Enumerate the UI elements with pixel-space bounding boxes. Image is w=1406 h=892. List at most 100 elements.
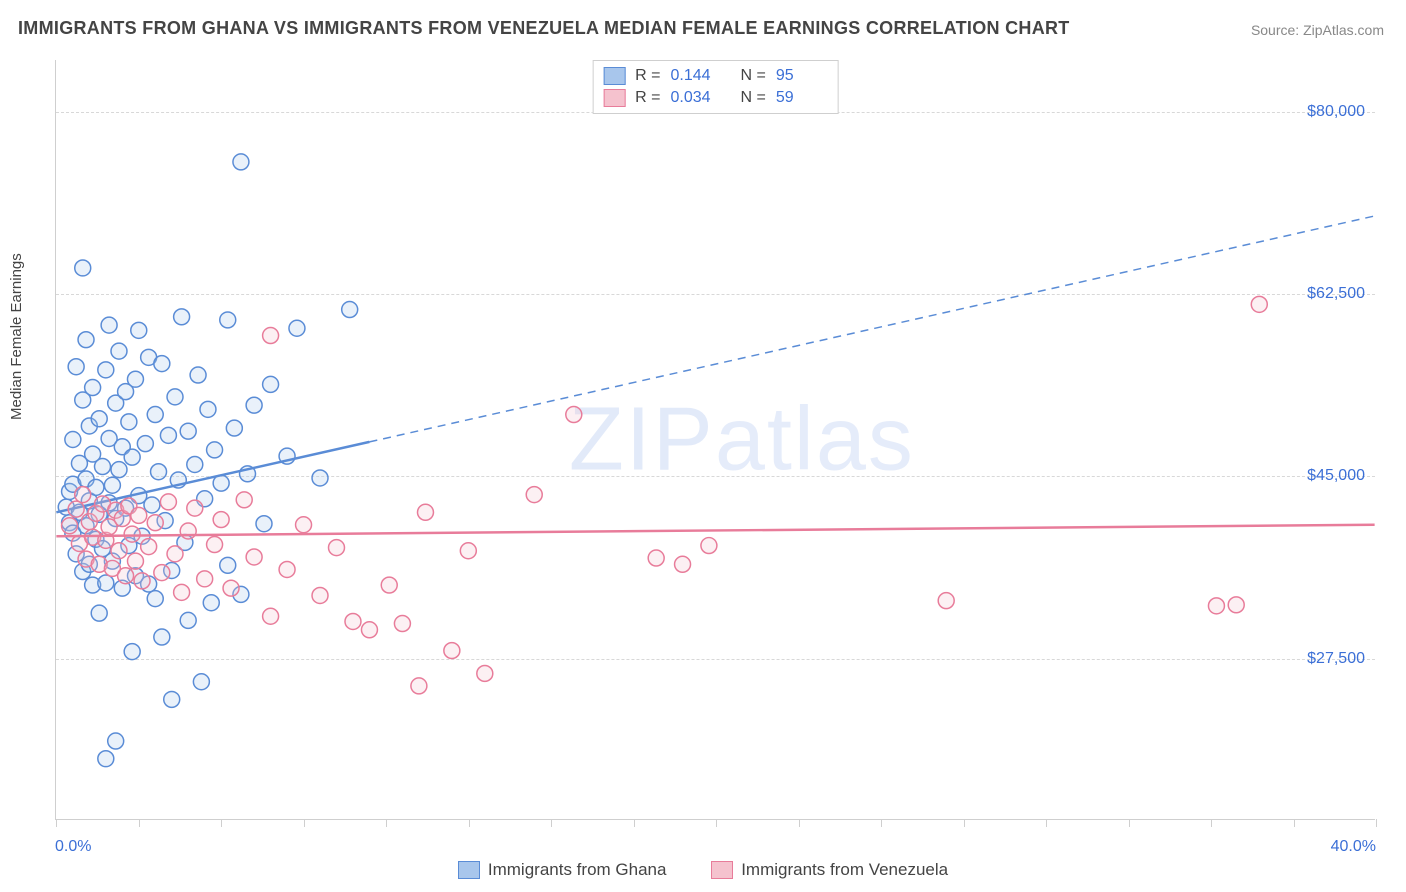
legend-label: Immigrants from Ghana [488, 860, 667, 880]
data-point [167, 389, 183, 405]
data-point [147, 591, 163, 607]
data-point [144, 497, 160, 513]
data-point [91, 605, 107, 621]
plot-area: ZIPatlas R = 0.144 N = 95 R = 0.034 N = … [55, 60, 1375, 820]
data-point [312, 470, 328, 486]
n-label: N = [741, 89, 766, 107]
data-point [98, 575, 114, 591]
data-point [193, 674, 209, 690]
data-point [226, 420, 242, 436]
data-point [127, 371, 143, 387]
x-tick [1376, 819, 1377, 827]
data-point [213, 512, 229, 528]
data-point [91, 411, 107, 427]
legend-item-venezuela: Immigrants from Venezuela [711, 860, 948, 880]
data-point [78, 332, 94, 348]
data-point [236, 492, 252, 508]
data-point [151, 464, 167, 480]
x-tick [799, 819, 800, 827]
legend-series: Immigrants from Ghana Immigrants from Ve… [0, 860, 1406, 884]
data-point [701, 538, 717, 554]
data-point [220, 557, 236, 573]
data-point [111, 343, 127, 359]
data-point [648, 550, 664, 566]
n-label: N = [741, 67, 766, 85]
data-point [394, 616, 410, 632]
data-point [174, 584, 190, 600]
data-point [154, 565, 170, 581]
x-tick [551, 819, 552, 827]
data-point [95, 459, 111, 475]
chart-title: IMMIGRANTS FROM GHANA VS IMMIGRANTS FROM… [18, 18, 1070, 39]
data-point [1208, 598, 1224, 614]
data-point [361, 622, 377, 638]
data-point [289, 320, 305, 336]
x-tick [386, 819, 387, 827]
data-point [124, 644, 140, 660]
y-axis-label: Median Female Earnings [8, 253, 25, 420]
data-point [296, 517, 312, 533]
data-point [417, 504, 433, 520]
swatch-ghana [603, 67, 625, 85]
data-point [256, 516, 272, 532]
data-point [160, 494, 176, 510]
data-point [190, 367, 206, 383]
data-point [174, 309, 190, 325]
data-point [101, 317, 117, 333]
x-tick [1294, 819, 1295, 827]
data-point [187, 500, 203, 516]
x-tick [881, 819, 882, 827]
data-point [160, 427, 176, 443]
data-point [121, 414, 137, 430]
data-point [342, 302, 358, 318]
data-point [246, 397, 262, 413]
data-point [263, 376, 279, 392]
n-value: 59 [776, 89, 828, 107]
data-point [68, 359, 84, 375]
x-tick [634, 819, 635, 827]
data-point [147, 515, 163, 531]
data-point [411, 678, 427, 694]
data-point [381, 577, 397, 593]
trend-line-solid [56, 525, 1374, 536]
data-point [207, 442, 223, 458]
x-tick [304, 819, 305, 827]
data-point [566, 407, 582, 423]
source-attribution: Source: ZipAtlas.com [1251, 22, 1384, 38]
data-point [108, 733, 124, 749]
swatch-venezuela [603, 89, 625, 107]
data-point [124, 526, 140, 542]
data-point [167, 546, 183, 562]
data-point [207, 537, 223, 553]
data-point [329, 540, 345, 556]
data-point [675, 556, 691, 572]
n-value: 95 [776, 67, 828, 85]
x-tick [139, 819, 140, 827]
data-point [312, 587, 328, 603]
data-point [526, 487, 542, 503]
legend-stats-row: R = 0.034 N = 59 [603, 87, 828, 109]
data-point [111, 462, 127, 478]
data-point [98, 362, 114, 378]
legend-item-ghana: Immigrants from Ghana [458, 860, 667, 880]
swatch-venezuela [711, 861, 733, 879]
data-point [118, 568, 134, 584]
data-point [141, 539, 157, 555]
data-point [223, 580, 239, 596]
x-tick [221, 819, 222, 827]
r-label: R = [635, 67, 660, 85]
data-point [147, 407, 163, 423]
x-tick [1046, 819, 1047, 827]
data-point [1228, 597, 1244, 613]
data-point [197, 571, 213, 587]
data-point [180, 423, 196, 439]
data-point [233, 154, 249, 170]
r-label: R = [635, 89, 660, 107]
x-tick [716, 819, 717, 827]
x-tick [964, 819, 965, 827]
data-point [279, 561, 295, 577]
data-point [127, 553, 143, 569]
data-point [134, 573, 150, 589]
data-point [200, 401, 216, 417]
data-point [65, 432, 81, 448]
